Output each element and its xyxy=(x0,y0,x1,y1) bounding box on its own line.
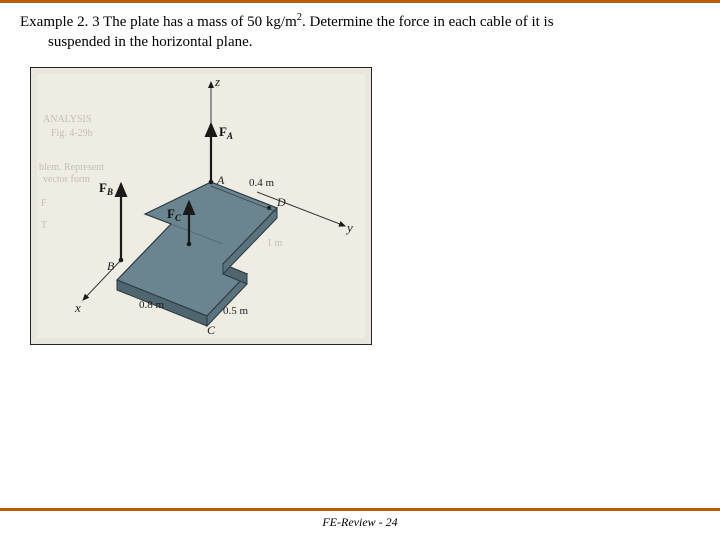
ghost-text: ANALYSIS xyxy=(43,114,91,125)
label-FB: F xyxy=(99,180,107,195)
figure-container: ANALYSIS Fig. 4-29b blem. Represent vect… xyxy=(30,67,372,345)
point-D: D xyxy=(276,195,286,209)
problem-line1-b: . Determine the force in each cable of i… xyxy=(302,14,554,30)
axis-z-label: z xyxy=(214,74,220,89)
svg-text:FB: FB xyxy=(99,180,113,197)
label-FC: F xyxy=(167,206,175,221)
axis-y-label: y xyxy=(345,220,353,235)
problem-line1-a: The plate has a mass of 50 kg/m xyxy=(100,14,297,30)
ghost-text: T xyxy=(41,220,47,231)
dim-0.4m: 0.4 m xyxy=(249,177,275,189)
svg-text:FA: FA xyxy=(219,124,233,141)
point-C: C xyxy=(207,323,216,337)
example-label: Example 2. 3 xyxy=(20,14,100,30)
label-FA-sub: A xyxy=(226,131,233,141)
ghost-text: F xyxy=(41,198,47,209)
point-B: B xyxy=(107,259,115,273)
footer-text: FE-Review - 24 xyxy=(0,511,720,540)
axis-x-label: x xyxy=(74,300,81,315)
label-FC-sub: C xyxy=(175,213,182,223)
footer: FE-Review - 24 xyxy=(0,508,720,540)
label-FB-sub: B xyxy=(106,187,113,197)
figure-background: ANALYSIS Fig. 4-29b blem. Represent vect… xyxy=(37,74,365,338)
dim-0.5m: 0.5 m xyxy=(223,305,249,317)
dim-0.8m: 0.8 m xyxy=(139,299,165,311)
ghost-text: blem. Represent xyxy=(39,162,104,173)
content-area: Example 2. 3 The plate has a mass of 50 … xyxy=(0,3,720,345)
problem-line2: suspended in the horizontal plane. xyxy=(48,32,700,52)
ghost-1m: 1 m xyxy=(267,238,283,249)
problem-statement: Example 2. 3 The plate has a mass of 50 … xyxy=(20,11,700,53)
ghost-text: Fig. 4-29b xyxy=(51,128,93,139)
ghost-text: vector form xyxy=(43,174,90,185)
label-FA: F xyxy=(219,124,227,139)
point-A: A xyxy=(216,173,225,187)
